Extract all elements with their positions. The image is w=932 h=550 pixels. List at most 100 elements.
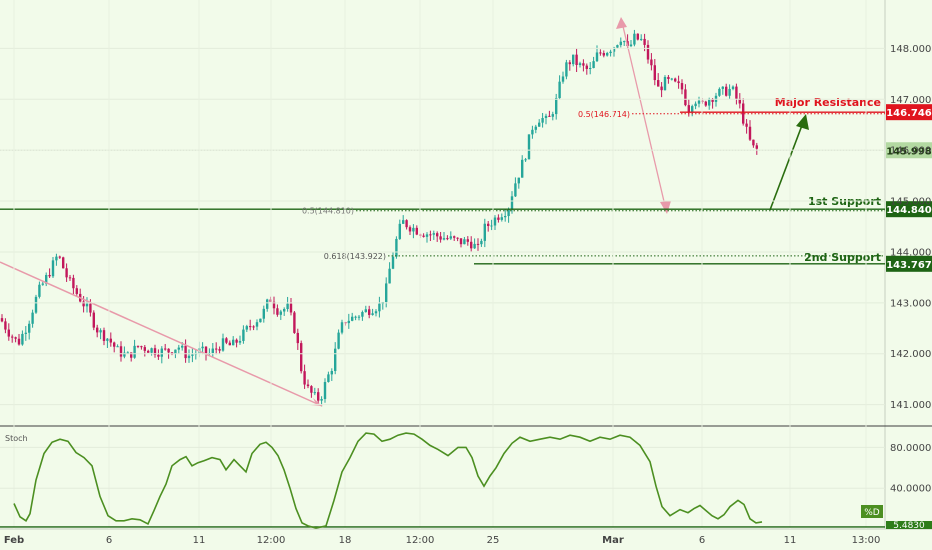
price-tick-label: 148.000 [890,44,931,55]
candle-body [310,386,313,393]
candle-body [119,346,123,357]
candle-body [31,312,34,324]
candle-body [646,44,650,60]
candle-body [150,348,153,353]
fib-0-618-label: 0.618(143.922) [324,252,386,261]
candle-body [306,384,310,387]
candle-body [752,139,755,146]
candle-body [204,346,208,354]
candle-body [334,348,337,371]
time-tick-label: 6 [106,535,112,546]
candle-body [694,103,697,107]
candle-body [143,347,146,351]
candle-body [650,59,653,66]
candle-body [742,103,745,124]
candle-body [568,62,571,65]
candle-body [524,159,527,161]
candle-body [82,301,85,307]
candle-body [133,345,136,358]
candle-body [242,329,245,341]
candle-body [578,63,582,65]
candle-body [7,329,10,337]
price-tick-label: 141.000 [890,400,931,411]
candle-body [279,311,282,315]
candle-body [238,340,242,343]
candle-body [34,296,38,313]
candle-body [538,122,541,127]
candle-body [75,288,78,294]
candle-body [572,54,575,65]
candle-body [585,65,588,69]
candle-body [721,86,724,89]
main-pane-background [0,0,885,425]
projection-arrowhead-bottom [660,201,671,214]
bounce-arrow [769,119,805,211]
candle-body [303,371,306,385]
candle-body [364,309,367,313]
candle-body [45,275,48,284]
candle-body [317,392,320,401]
first-support-label: 1st Support [808,195,881,208]
candle-body [609,51,612,54]
candle-body [153,348,157,355]
candle-body [565,62,568,77]
candle-body [368,309,371,315]
candle-body [483,223,486,241]
candle-body [745,123,748,127]
candle-body [21,333,24,345]
candle-body [99,330,102,333]
candle-body [487,223,490,226]
candle-body [374,311,378,314]
candle-body [408,227,412,232]
candle-body [541,118,544,123]
candle-body [653,65,656,81]
candle-body [249,326,252,328]
candle-body [62,257,65,269]
stoch-last-value-label: 5.4830 [893,521,925,531]
candle-body [4,321,7,330]
candle-body [0,318,4,322]
candle-body [313,392,316,394]
candle-body [623,41,626,43]
stoch-d-badge: %D [864,508,880,518]
candle-body [595,52,599,62]
candle-body [221,338,225,351]
candle-body [429,234,432,236]
candle-body [17,338,21,345]
candle-body [738,98,741,104]
candle-body [507,209,510,217]
candle-body [181,345,184,348]
candle-body [544,115,548,119]
candle-body [612,47,616,52]
candle-body [215,348,218,350]
time-tick-label: 11 [784,535,797,546]
candle-body [262,308,265,319]
candle-body [354,316,357,318]
candle-body [225,338,228,343]
candle-body [357,316,361,318]
candle-body [293,312,296,333]
candle-body [347,320,350,324]
candle-body [123,352,126,357]
candle-body [327,374,330,382]
candle-body [412,227,415,232]
candle-body [167,348,170,353]
candle-body [463,239,466,245]
candle-body [85,303,89,307]
candle-body [398,223,401,239]
candle-body [402,220,405,224]
time-tick-label: 11 [193,535,206,546]
time-tick-label: Feb [4,535,24,546]
last-price-tag-bg [886,142,932,159]
candle-body [232,339,235,346]
candle-body [548,115,551,117]
candle-body [680,83,684,90]
candle-body [436,233,439,237]
candle-body [177,347,180,350]
time-tick-label: 12:00 [406,535,435,546]
candle-body [755,145,758,149]
candle-body [89,303,92,313]
price-tick-label: 143.000 [890,298,931,309]
candle-body [187,355,191,359]
candle-body [388,268,391,284]
